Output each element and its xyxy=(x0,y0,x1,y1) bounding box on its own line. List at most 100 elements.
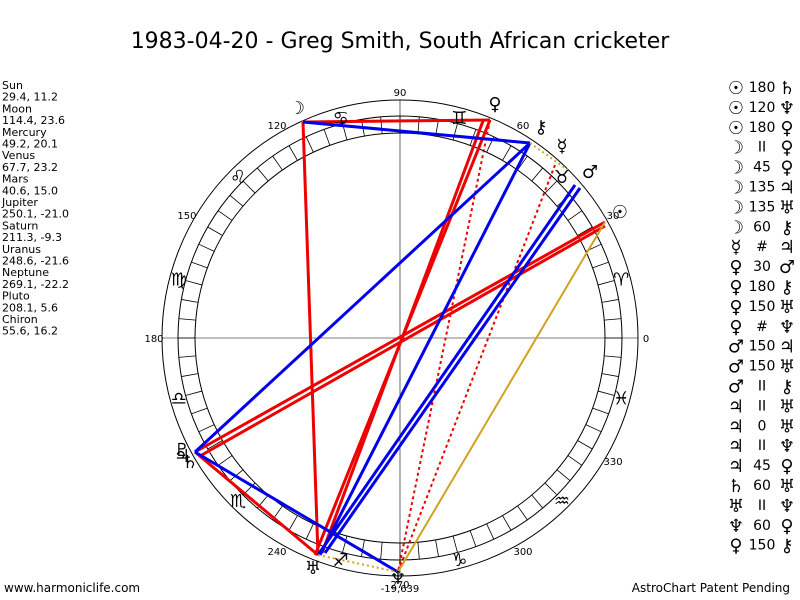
ring-tick xyxy=(207,226,223,236)
line xyxy=(317,554,399,573)
footer-left: www.harmoniclife.com xyxy=(4,581,140,595)
ring-tick xyxy=(191,261,208,269)
planet-position: 29.4, 11.2 xyxy=(2,91,58,104)
planet-glyph: ♇ xyxy=(174,440,190,461)
ring-tick xyxy=(585,424,602,433)
ring-tick xyxy=(181,299,199,303)
ring-tick xyxy=(531,494,544,509)
planet-glyph: ☉ xyxy=(612,202,628,223)
line xyxy=(194,450,399,574)
planet-name: Chiron xyxy=(2,313,38,326)
aspect-planet: ♆ xyxy=(779,436,795,457)
planet-glyph: ♀ xyxy=(488,94,501,115)
bottom-value: -19,639 xyxy=(381,584,420,595)
sign-glyph: ♋ xyxy=(333,108,349,129)
aspect-planet: ♀ xyxy=(729,536,742,557)
aspect-planet: ♃ xyxy=(779,337,795,358)
planet-glyph: ☽ xyxy=(289,98,305,119)
aspect-planet: ♂ xyxy=(779,257,795,278)
aspect-type: 60 xyxy=(753,518,771,534)
line xyxy=(316,184,577,556)
ring-tick xyxy=(544,180,558,194)
aspect-planet: ⚷ xyxy=(780,377,793,398)
ring-tick xyxy=(556,469,571,482)
ring-tick xyxy=(517,505,528,521)
planet-glyph: ♄ xyxy=(182,452,198,473)
planet-position: 40.6, 15.0 xyxy=(2,184,58,197)
degree-label: 150 xyxy=(177,211,196,222)
aspect-type: 150 xyxy=(749,538,776,554)
ring-tick xyxy=(469,530,477,547)
line xyxy=(194,220,606,454)
aspect-planet: ☽ xyxy=(728,217,744,238)
degree-label: 60 xyxy=(517,121,530,132)
aspect-type: 135 xyxy=(749,199,776,215)
planet-name: Neptune xyxy=(2,266,49,279)
aspect-planet: ☉ xyxy=(728,118,744,139)
sign-glyph: ♍ xyxy=(171,270,187,291)
planet-position: 250.1, -21.0 xyxy=(2,208,69,221)
aspect-planet: ♃ xyxy=(728,456,744,477)
aspect-type: 150 xyxy=(749,339,776,355)
aspect-type: 180 xyxy=(749,120,776,136)
aspect-planet: ♅ xyxy=(779,297,795,318)
ring-tick xyxy=(502,145,512,161)
aspect-type: II xyxy=(758,398,766,414)
planet-position: 67.7, 23.2 xyxy=(2,161,58,174)
aspect-planet: ♅ xyxy=(779,476,795,497)
degree-label: 30 xyxy=(607,211,620,222)
sign-glyph: ♐ xyxy=(333,550,349,571)
aspect-planet: ♂ xyxy=(728,377,744,398)
aspect-planet: ♆ xyxy=(779,98,795,119)
ring-tick xyxy=(217,210,233,221)
degree-label: 270 xyxy=(390,580,409,591)
ring-tick xyxy=(305,523,314,540)
aspect-planet: ♀ xyxy=(780,158,793,179)
ring-tick xyxy=(198,243,215,252)
aspect-type: 135 xyxy=(749,180,776,196)
planet-glyph: ♃ xyxy=(174,446,190,467)
line xyxy=(193,141,532,454)
sign-glyph: ♌ xyxy=(230,167,246,188)
aspect-planet: ♂ xyxy=(728,357,744,378)
ring-tick xyxy=(207,440,223,450)
ring-tick xyxy=(597,390,615,396)
ring-tick xyxy=(342,535,348,553)
planet-glyph: ♆ xyxy=(390,568,406,589)
sign-glyph: ♓ xyxy=(613,388,629,409)
aspect-planet: ♅ xyxy=(779,416,795,437)
ring-tick xyxy=(577,226,593,236)
ring-tick xyxy=(178,355,196,358)
planet-position: 269.1, -22.2 xyxy=(2,278,69,291)
planet-glyph: ☿ xyxy=(556,136,567,157)
sign-glyph: ♒ xyxy=(554,491,570,512)
degree-label: 120 xyxy=(267,121,286,132)
ring-tick xyxy=(486,523,495,540)
aspect-planet: ☽ xyxy=(728,158,744,179)
sign-glyph: ♏ xyxy=(230,491,246,512)
aspect-type: 0 xyxy=(758,418,767,434)
footer-right: AstroChart Patent Pending xyxy=(632,581,790,595)
ring-tick xyxy=(272,155,283,171)
planet-position: 248.6, -21.6 xyxy=(2,255,69,268)
aspect-type: 180 xyxy=(749,80,776,96)
aspect-type: 60 xyxy=(753,478,771,494)
aspect-type: II xyxy=(758,438,766,454)
aspect-planet: ♀ xyxy=(780,516,793,537)
ring-tick xyxy=(242,180,256,194)
ring-tick xyxy=(604,355,622,358)
ring-tick xyxy=(181,373,199,377)
degree-label: 0 xyxy=(643,334,649,345)
planet-position: 55.6, 16.2 xyxy=(2,325,58,338)
aspect-planet: ♀ xyxy=(729,277,742,298)
aspect-type: 150 xyxy=(749,299,776,315)
title: 1983-04-20 - Greg Smith, South African c… xyxy=(131,29,671,54)
sign-glyph: ♎ xyxy=(171,388,187,409)
ring-tick xyxy=(361,539,365,557)
aspect-planet: ♂ xyxy=(728,337,744,358)
aspect-planet: ♄ xyxy=(728,476,744,497)
degree-label: 180 xyxy=(144,334,163,345)
aspect-planet: ☽ xyxy=(728,197,744,218)
